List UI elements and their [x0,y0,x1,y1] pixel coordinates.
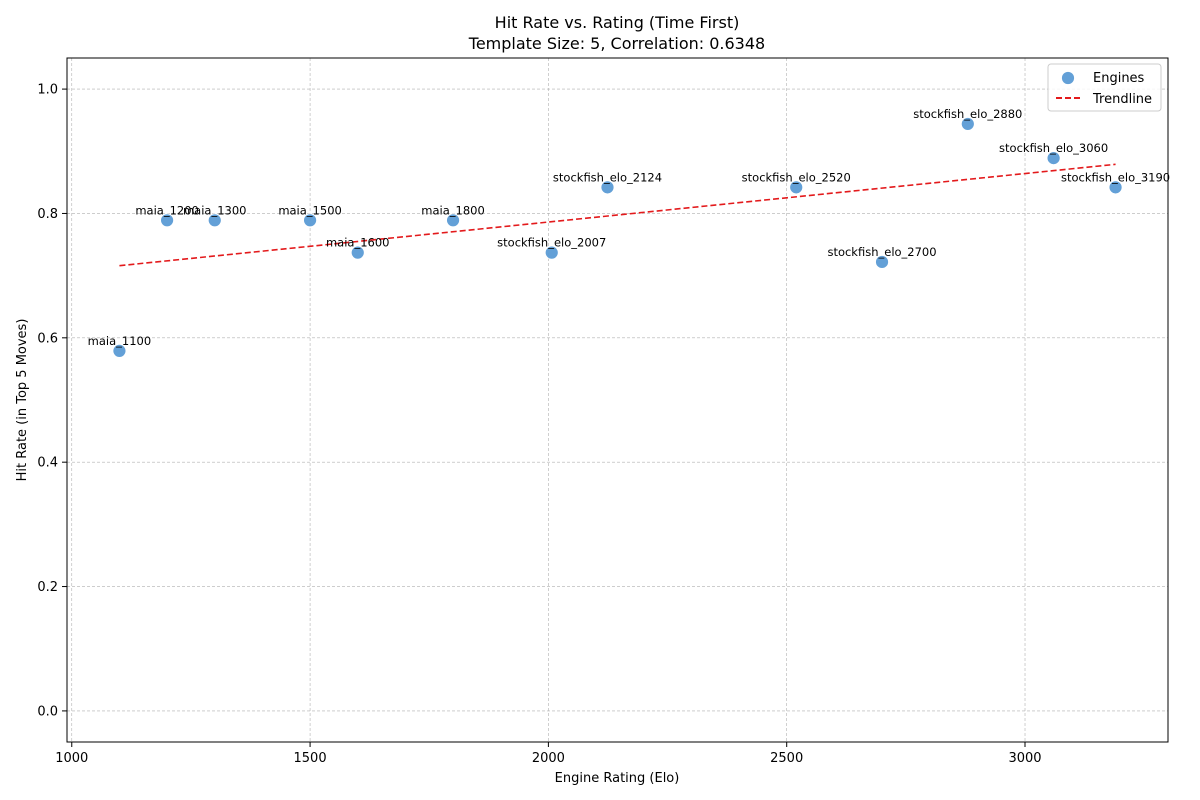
point-label: stockfish_elo_2700 [827,245,936,259]
y-axis-ticks: 0.0 0.2 0.4 0.6 0.8 1.0 [37,83,67,719]
y-tick-label: 0.6 [37,331,58,346]
data-point [960,117,975,131]
grid-lines [67,58,1168,742]
data-point [303,213,317,228]
point-label: maia_1500 [278,203,342,217]
point-label: stockfish_elo_3190 [1061,170,1170,184]
plot-frame [66,57,1169,743]
x-axis-label: Engine Rating (Elo) [555,771,680,786]
data-point [1046,151,1061,166]
legend-box [1047,63,1162,112]
legend-marker-engines [1061,71,1075,85]
point-label: stockfish_elo_2520 [742,170,851,184]
point-label: maia_1300 [183,203,247,217]
data-point [112,343,127,358]
data-point [207,213,222,228]
x-tick-label: 2500 [770,751,803,766]
data-point [1108,180,1123,195]
legend: Engines Trendline [1047,63,1162,112]
point-label: maia_1100 [88,334,152,348]
point-label: stockfish_elo_2124 [553,170,662,184]
point-label: stockfish_elo_3060 [999,141,1108,155]
chart-title: Hit Rate vs. Rating (Time First) [495,13,740,32]
point-label: stockfish_elo_2007 [497,236,606,250]
y-tick-label: 0.8 [37,207,58,222]
data-point [446,213,460,228]
point-label: stockfish_elo_2880 [913,107,1022,121]
x-tick-label: 3000 [1008,751,1041,766]
y-axis-label: Hit Rate (in Top 5 Moves) [15,319,30,482]
x-axis-ticks: 1000 1500 2000 2500 3000 [55,742,1042,766]
legend-label-trendline: Trendline [1092,92,1152,107]
chart-subtitle: Template Size: 5, Correlation: 0.6348 [468,34,765,53]
trendline-path [119,163,1116,267]
data-point [875,255,889,269]
data-points [112,117,1123,358]
data-point [544,245,559,260]
point-label: maia_1200 [135,203,199,217]
data-point [350,245,365,260]
y-tick-label: 1.0 [37,83,58,98]
legend-label-engines: Engines [1093,71,1145,86]
data-point [160,213,174,228]
x-tick-label: 1500 [294,751,327,766]
data-point [789,180,804,195]
point-label: maia_1600 [326,236,390,250]
x-tick-label: 1000 [55,751,88,766]
data-point [600,180,615,195]
y-tick-label: 0.2 [37,580,58,595]
y-tick-label: 0.0 [37,704,58,719]
trendline [119,163,1116,267]
x-tick-label: 2000 [532,751,565,766]
y-tick-label: 0.4 [37,456,58,471]
point-label: maia_1800 [421,203,485,217]
